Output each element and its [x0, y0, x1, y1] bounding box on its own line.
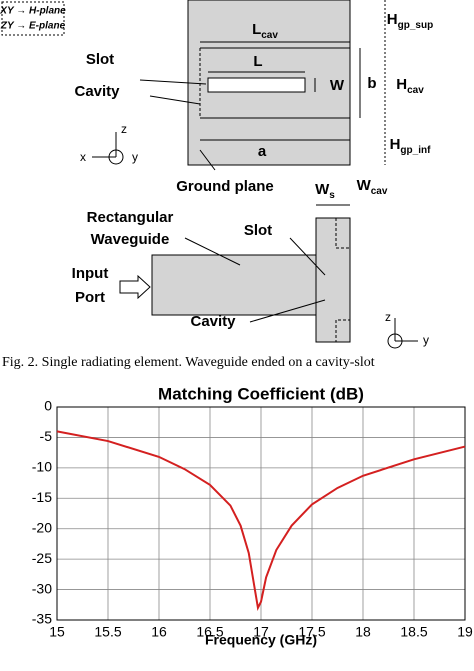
axis-label: y — [132, 150, 138, 164]
label: Slot — [86, 51, 114, 68]
x-tick-label: 16.5 — [196, 624, 223, 640]
label: Wcav — [357, 177, 388, 197]
axis-label: y — [423, 333, 429, 347]
x-axis-label: Frequency (GHz) — [205, 632, 317, 648]
x-tick-label: 18 — [355, 624, 371, 640]
axis-label: z — [121, 122, 127, 136]
y-tick-label: -15 — [32, 489, 52, 505]
chart-title: Matching Coefficient (dB) — [158, 384, 364, 403]
pointer — [249, 299, 326, 323]
axis-label: x — [80, 150, 86, 164]
x-tick-label: 18.5 — [400, 624, 427, 640]
label: Waveguide — [91, 231, 170, 248]
label: W — [330, 77, 345, 94]
pointer — [199, 149, 216, 171]
pointer — [139, 79, 207, 85]
label: Port — [75, 289, 105, 306]
label: Cavity — [190, 313, 236, 330]
legend-entry: XY → H-plane — [0, 6, 66, 17]
caption: Fig. 2. Single radiating element. Wavegu… — [2, 355, 375, 370]
x-tick-label: 17.5 — [298, 624, 325, 640]
label: Rectangular — [87, 209, 174, 226]
pointer — [289, 237, 326, 276]
pointer — [184, 237, 241, 266]
label: Ws — [315, 181, 335, 201]
label: Input — [72, 265, 109, 282]
x-tick-label: 15.5 — [94, 624, 121, 640]
x-tick-label: 16 — [151, 624, 167, 640]
cavity-outline — [335, 218, 351, 342]
waveguide — [151, 254, 319, 316]
label: Ground plane — [176, 178, 274, 195]
label: Lcav — [252, 21, 278, 41]
label: b — [367, 75, 376, 92]
y-tick-label: -10 — [32, 459, 52, 475]
plot-frame — [56, 406, 466, 621]
cavity-slot — [315, 217, 351, 343]
label: Cavity — [74, 83, 120, 100]
label: Hgp_inf — [390, 136, 432, 156]
label: L — [253, 53, 262, 70]
y-tick-label: -5 — [40, 428, 53, 444]
legend-box — [1, 1, 65, 36]
x-tick-label: 17 — [253, 624, 269, 640]
input-arrow — [119, 274, 151, 300]
label: a — [258, 143, 267, 160]
axis-label: z — [385, 310, 391, 324]
legend-entry: ZY → E-plane — [0, 21, 66, 32]
y-tick-label: -25 — [32, 550, 52, 566]
y-tick-label: -30 — [32, 580, 52, 596]
label: Hgp_sup — [387, 11, 433, 31]
x-tick-label: 19 — [457, 624, 473, 640]
y-tick-label: 0 — [44, 398, 52, 414]
x-tick-label: 15 — [49, 624, 65, 640]
label: Hcav — [396, 76, 424, 96]
slot — [207, 77, 306, 93]
y-tick-label: -20 — [32, 519, 52, 535]
pointer — [149, 95, 201, 105]
y-tick-label: -35 — [32, 611, 52, 627]
line-series — [56, 430, 466, 612]
label: Slot — [244, 222, 272, 239]
